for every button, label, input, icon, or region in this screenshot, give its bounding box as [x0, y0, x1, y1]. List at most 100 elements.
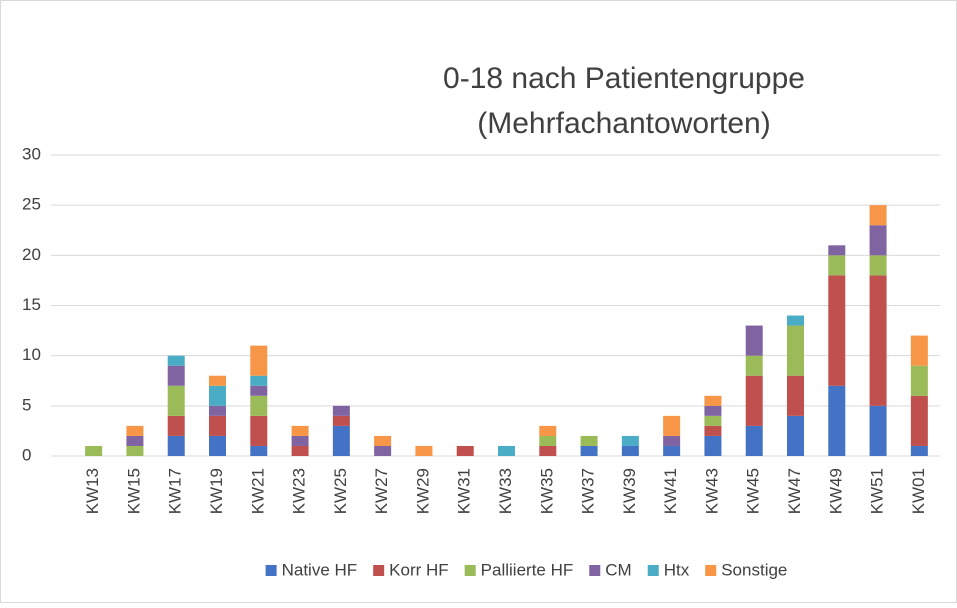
bar-segment: [167, 415, 185, 436]
bar-segment: [209, 415, 226, 436]
x-tick-label: KW01: [909, 468, 928, 514]
bar-segment: [828, 245, 846, 256]
bar-segment: [250, 385, 268, 396]
chart-title: 0-18 nach Patientengruppe: [443, 62, 805, 95]
bar-segment: [910, 365, 928, 396]
y-tick-label: 30: [22, 144, 41, 163]
bar-segment: [291, 435, 309, 446]
bar-segment: [85, 445, 103, 456]
bar-segment: [250, 375, 268, 386]
bar-segment: [745, 325, 763, 356]
bar-segment: [621, 435, 639, 446]
bar-segment: [745, 355, 763, 376]
bar-segment: [167, 435, 185, 456]
bar-segment: [250, 445, 268, 456]
bar-segment: [745, 425, 763, 456]
legend-swatch: [705, 565, 717, 576]
legend-label: Htx: [664, 560, 690, 579]
legend-swatch: [265, 565, 277, 576]
bar-segment: [291, 445, 309, 456]
y-tick-label: 15: [22, 295, 41, 314]
bar-segment: [869, 405, 887, 456]
bar-segment: [209, 375, 226, 386]
bar-segment: [869, 255, 887, 276]
bar-segment: [663, 445, 681, 456]
bar-segment: [332, 415, 350, 426]
bar-segment: [621, 445, 639, 456]
bar-segment: [828, 385, 846, 456]
bar-segment: [787, 375, 804, 416]
x-tick-label: KW43: [702, 468, 721, 514]
legend-label: Sonstige: [721, 560, 787, 579]
x-tick-label: KW47: [785, 468, 804, 514]
bar-segment: [374, 445, 392, 456]
x-tick-label: KW23: [290, 468, 309, 514]
bar-segment: [167, 385, 185, 416]
bar-segment: [209, 435, 226, 456]
bar-segment: [787, 315, 804, 326]
bar-segment: [167, 355, 185, 366]
bar-segment: [828, 255, 846, 276]
x-tick-label: KW15: [124, 468, 143, 514]
legend-label: CM: [605, 560, 631, 579]
x-tick-label: KW17: [166, 468, 185, 514]
bar-segment: [167, 365, 185, 386]
bar-segment: [704, 435, 722, 456]
y-tick-label: 20: [22, 245, 41, 264]
x-tick-label: KW25: [331, 468, 350, 514]
legend-swatch: [589, 565, 601, 576]
legend-label: Palliierte HF: [481, 560, 574, 579]
bar-segment: [787, 415, 804, 456]
bar-segment: [415, 445, 433, 456]
x-tick-label: KW27: [372, 468, 391, 514]
y-tick-label: 10: [22, 345, 41, 364]
bar-segment: [910, 395, 928, 446]
bar-segment: [250, 415, 268, 446]
y-tick-label: 0: [22, 445, 31, 464]
bar-segment: [498, 445, 515, 456]
chart-title: (Mehrfachantoworten): [477, 107, 770, 140]
legend-swatch: [647, 565, 659, 576]
legend-swatch: [373, 565, 385, 576]
bar-segment: [209, 385, 226, 406]
bar-segment: [704, 425, 722, 436]
x-tick-label: KW39: [620, 468, 639, 514]
bar-segment: [869, 205, 887, 226]
x-tick-label: KW41: [661, 468, 680, 514]
bar-segment: [704, 415, 722, 426]
bar-segment: [787, 325, 804, 376]
bar-segment: [869, 275, 887, 406]
x-tick-label: KW29: [413, 468, 432, 514]
bar-segment: [126, 435, 144, 446]
bar-segment: [332, 425, 350, 456]
bar-segment: [539, 435, 557, 446]
legend-label: Native HF: [282, 560, 358, 579]
legend-label: Korr HF: [389, 560, 449, 579]
bar-segment: [539, 445, 557, 456]
bar-segment: [291, 425, 309, 436]
x-tick-label: KW45: [744, 468, 763, 514]
bar-segment: [126, 425, 144, 436]
bar-segment: [209, 405, 226, 416]
bar-segment: [250, 345, 268, 376]
bar-segment: [126, 445, 144, 456]
x-tick-label: KW49: [826, 468, 845, 514]
bar-segment: [869, 225, 887, 256]
bar-segment: [539, 425, 557, 436]
bar-segment: [332, 405, 350, 416]
x-tick-label: KW31: [455, 468, 474, 514]
x-tick-label: KW33: [496, 468, 515, 514]
x-tick-label: KW13: [83, 468, 102, 514]
bar-segment: [580, 445, 598, 456]
bar-segment: [910, 445, 928, 456]
bar-segment: [580, 435, 598, 446]
x-tick-label: KW35: [537, 468, 556, 514]
legend-swatch: [464, 565, 476, 576]
x-tick-label: KW37: [579, 468, 598, 514]
y-tick-label: 5: [22, 395, 31, 414]
x-tick-label: KW51: [868, 468, 887, 514]
bar-segment: [704, 405, 722, 416]
